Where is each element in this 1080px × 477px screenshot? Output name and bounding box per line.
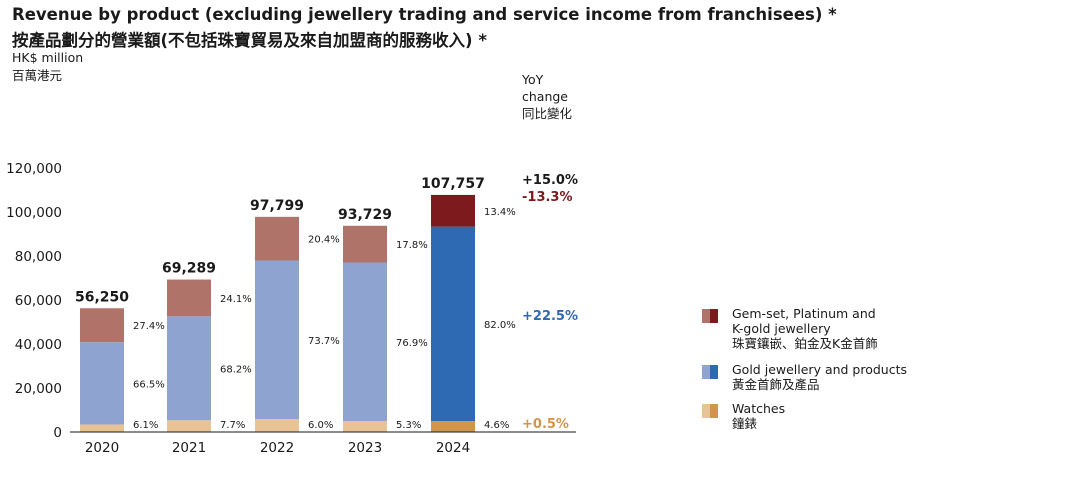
y-tick-label: 80,000	[15, 249, 62, 265]
bar-segment	[167, 279, 211, 317]
y-tick-label: 0	[53, 425, 62, 441]
share-label: 6.0%	[308, 420, 333, 431]
legend-swatch-gem-bold	[710, 309, 718, 323]
bar-segment	[80, 308, 124, 343]
total-label: 107,757	[421, 176, 485, 192]
unit-label-en: HK$ million	[12, 50, 84, 65]
yoy-gold: +22.5%	[522, 309, 578, 324]
total-label: 93,729	[338, 207, 392, 223]
share-label: 17.8%	[396, 240, 428, 251]
legend-label-watches-1: Watches	[732, 401, 786, 416]
share-label: 4.6%	[484, 420, 509, 431]
share-label: 27.4%	[133, 321, 165, 332]
legend-label-gem-2: K-gold jewellery	[732, 321, 831, 336]
yoy-watches: +0.5%	[522, 417, 569, 432]
y-tick-label: 20,000	[15, 381, 62, 397]
legend-label-gem-zh: 珠寶鑲嵌、鉑金及K金首飾	[732, 336, 878, 351]
bar-segment	[80, 342, 124, 425]
legend-swatch-watches	[702, 404, 718, 418]
share-label: 73.7%	[308, 336, 340, 347]
share-label: 7.7%	[220, 420, 245, 431]
bar-segment	[167, 316, 211, 421]
legend-swatch-gold	[702, 365, 718, 379]
share-label: 20.4%	[308, 235, 340, 246]
unit-label-zh: 百萬港元	[12, 68, 63, 83]
legend-label-gold-1: Gold jewellery and products	[732, 362, 908, 377]
legend-swatch-gold-bold	[710, 365, 718, 379]
x-tick-label: 2021	[172, 440, 206, 456]
y-tick-label: 120,000	[6, 161, 62, 177]
x-tick-label: 2020	[85, 440, 119, 456]
legend-swatch-gem-muted	[702, 309, 710, 323]
legend-label-gem-1: Gem-set, Platinum and	[732, 306, 876, 321]
share-label: 13.4%	[484, 207, 516, 218]
bar-segment	[343, 262, 387, 422]
legend-swatch-gem	[702, 309, 718, 323]
legend-swatch-gold-muted	[702, 365, 710, 379]
x-tick-label: 2022	[260, 440, 294, 456]
yoy-header-line1: YoY	[522, 72, 544, 87]
total-label: 97,799	[250, 198, 304, 214]
x-tick-label: 2023	[348, 440, 382, 456]
legend-label-watches-zh: 鐘錶	[732, 416, 758, 431]
total-label: 69,289	[162, 261, 216, 277]
yoy-total: +15.0%	[522, 173, 578, 188]
bar-segment	[80, 424, 124, 432]
y-tick-label: 40,000	[15, 337, 62, 353]
yoy-header-line3: 同比變化	[522, 106, 573, 121]
bar-segment	[431, 226, 475, 422]
yoy-header: YoY change 同比變化	[522, 71, 572, 122]
bar-segment	[255, 260, 299, 420]
total-label: 56,250	[75, 289, 129, 305]
bar-segment	[343, 421, 387, 432]
bar-segment	[255, 216, 299, 261]
bar-segment	[431, 194, 475, 227]
y-tick-label: 60,000	[15, 293, 62, 309]
share-label: 66.5%	[133, 379, 165, 390]
share-label: 5.3%	[396, 420, 421, 431]
bar-segment	[255, 419, 299, 432]
x-tick-label: 2024	[436, 440, 470, 456]
share-label: 76.9%	[396, 338, 428, 349]
bar-segment	[167, 420, 211, 432]
share-label: 82.0%	[484, 320, 516, 331]
yoy-header-line2: change	[522, 89, 569, 104]
chart-title-en: Revenue by product (excluding jewellery …	[12, 5, 837, 24]
share-label: 68.2%	[220, 364, 252, 375]
share-label: 6.1%	[133, 420, 158, 431]
chart-title-zh: 按產品劃分的營業額(不包括珠寶貿易及來自加盟商的服務收入) *	[12, 31, 487, 50]
legend-swatch-watches-muted	[702, 404, 710, 418]
bar-segment	[431, 421, 475, 432]
bar-segment	[343, 225, 387, 263]
yoy-gem: -13.3%	[522, 190, 573, 205]
share-label: 24.1%	[220, 294, 252, 305]
legend-swatch-watches-bold	[710, 404, 718, 418]
legend-label-gold-zh: 黃金首飾及產品	[732, 377, 820, 392]
y-tick-label: 100,000	[6, 205, 62, 221]
